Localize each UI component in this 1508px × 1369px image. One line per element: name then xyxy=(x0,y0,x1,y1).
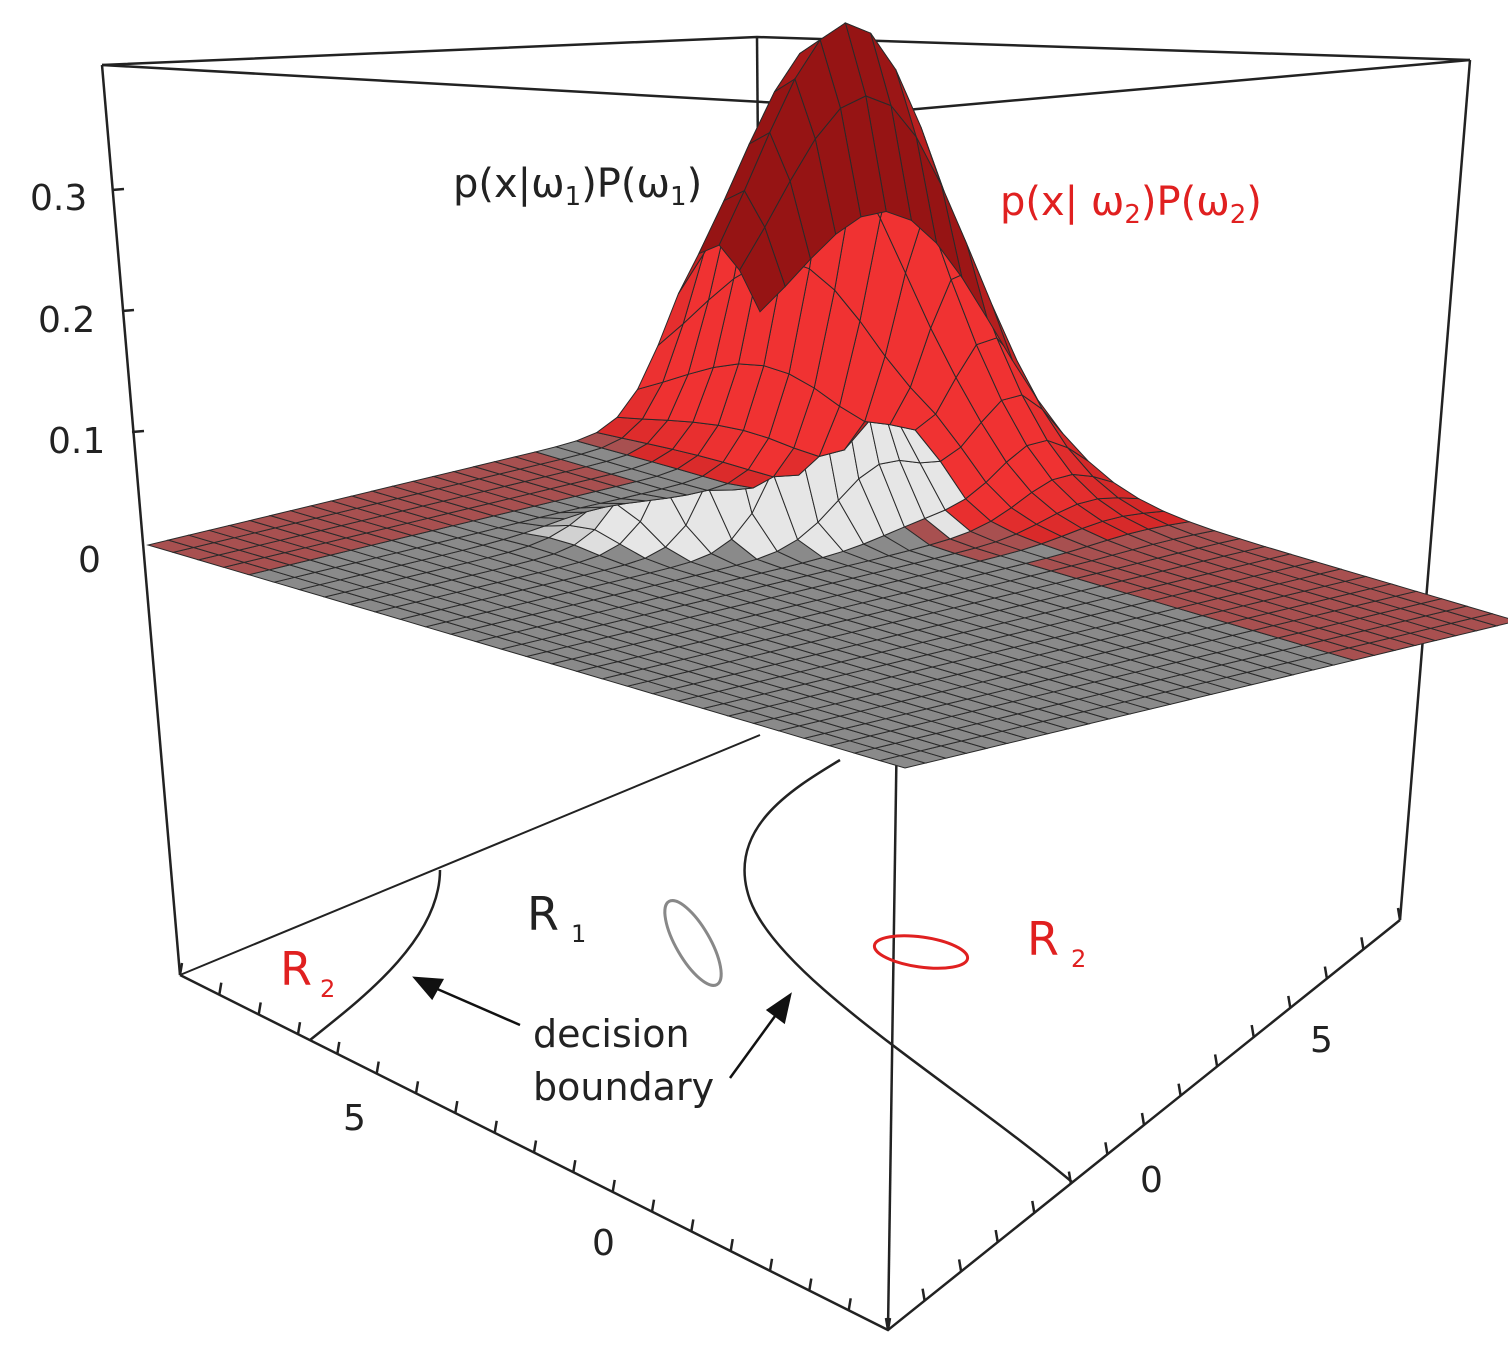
axis-tick-mark xyxy=(375,1061,380,1074)
density-surface xyxy=(146,22,1508,769)
axis-tick-mark xyxy=(1287,995,1292,1009)
axis-tick-mark xyxy=(994,1229,999,1243)
class2-density-label: p(x| ω2)P(ω2) xyxy=(1000,179,1262,230)
axis-tick-mark xyxy=(847,1298,852,1311)
axis-tick-mark xyxy=(257,1002,262,1015)
annotation-arrows xyxy=(412,976,792,1079)
left-axis-tick-0: 0 xyxy=(592,1223,615,1264)
axis-tick-mark xyxy=(532,1140,538,1153)
axis-tick-mark xyxy=(768,1258,774,1272)
axis-tick-mark xyxy=(1177,1083,1182,1096)
axis-tick-mark xyxy=(454,1100,459,1114)
axis-tick-mark xyxy=(650,1199,656,1212)
axis-tick-mark xyxy=(1213,1054,1219,1067)
class2-contour xyxy=(872,934,970,970)
axis-tick-mark xyxy=(808,1278,813,1291)
axis-tick-mark xyxy=(729,1238,734,1252)
floor-axis-line xyxy=(179,734,761,976)
class1-density-label: p(x|ω1)P(ω1) xyxy=(453,161,702,212)
z-axis: 0.3 0.2 0.1 0 xyxy=(30,178,145,581)
axis-tick-mark xyxy=(690,1219,695,1232)
axis-tick-mark xyxy=(884,1317,890,1331)
axis-tick-mark xyxy=(611,1179,616,1193)
decision-boundary-right xyxy=(743,758,1073,1183)
axis-tick-mark xyxy=(218,982,223,995)
axis-tick-mark xyxy=(572,1159,577,1173)
z-tick-0.2: 0.2 xyxy=(38,300,95,341)
axis-tick-mark xyxy=(957,1259,963,1272)
axis-tick-mark xyxy=(414,1081,420,1094)
axis-tick-mark xyxy=(1360,937,1365,950)
annotation-decision: decision xyxy=(533,1012,690,1056)
right-axis-ticks xyxy=(884,907,1402,1331)
z-tick-0.3: 0.3 xyxy=(30,178,87,219)
decision-boundary-left xyxy=(309,869,442,1041)
floor-projection xyxy=(179,734,1073,1183)
axis-tick-mark xyxy=(1031,1200,1036,1214)
axis-tick-mark xyxy=(296,1021,302,1035)
axis-tick-mark xyxy=(1250,1024,1255,1038)
surface-facet xyxy=(739,226,786,313)
axis-tick-mark xyxy=(921,1288,926,1301)
right-axis-tick-0: 0 xyxy=(1140,1160,1163,1201)
axis-tick-mark xyxy=(178,962,184,976)
class1-contour xyxy=(663,899,723,987)
annotation-boundary: boundary xyxy=(533,1065,714,1109)
axis-tick-mark xyxy=(1323,966,1329,979)
z-tick-0: 0 xyxy=(78,540,101,581)
left-axis-tick-5: 5 xyxy=(343,1098,366,1139)
axis-tick-mark xyxy=(1067,1171,1073,1184)
left-axis-ticks xyxy=(178,962,892,1331)
axis-tick-mark xyxy=(1396,907,1402,921)
axis-tick-mark xyxy=(1140,1112,1146,1126)
axis-tick-mark xyxy=(493,1120,498,1134)
axis-tick-mark xyxy=(336,1041,341,1055)
right-axis-tick-5: 5 xyxy=(1310,1020,1333,1061)
z-tick-0.1: 0.1 xyxy=(48,421,105,462)
axis-tick-mark xyxy=(1104,1142,1109,1155)
